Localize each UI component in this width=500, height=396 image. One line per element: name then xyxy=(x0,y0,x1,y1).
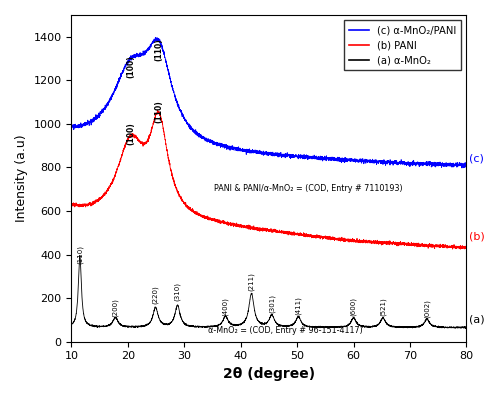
X-axis label: 2θ (degree): 2θ (degree) xyxy=(223,367,315,381)
Text: (411): (411) xyxy=(295,296,302,315)
Text: (a): (a) xyxy=(470,315,485,325)
Text: (211): (211) xyxy=(248,272,254,291)
Text: (310): (310) xyxy=(174,282,181,301)
Text: (b): (b) xyxy=(470,231,485,241)
Text: (002): (002) xyxy=(424,299,430,318)
Text: (110): (110) xyxy=(154,38,164,61)
Text: (110): (110) xyxy=(76,246,83,265)
Text: (200): (200) xyxy=(112,298,118,317)
Text: (400): (400) xyxy=(222,297,228,316)
Text: (600): (600) xyxy=(350,297,357,316)
Text: (220): (220) xyxy=(152,285,158,304)
Text: PANI & PANI/α-MnO₂ = (COD, Entry # 7110193): PANI & PANI/α-MnO₂ = (COD, Entry # 71101… xyxy=(214,185,403,193)
Text: α-MnO₂ = (COD, Entry # 96-151-4117): α-MnO₂ = (COD, Entry # 96-151-4117) xyxy=(208,326,363,335)
Text: (110): (110) xyxy=(154,100,164,123)
Text: (c): (c) xyxy=(470,154,484,164)
Text: (301): (301) xyxy=(268,294,275,313)
Text: (521): (521) xyxy=(380,297,386,316)
Y-axis label: Intensity (a.u): Intensity (a.u) xyxy=(15,135,28,222)
Legend: (c) α-MnO₂/PANI, (b) PANI, (a) α-MnO₂: (c) α-MnO₂/PANI, (b) PANI, (a) α-MnO₂ xyxy=(344,20,462,70)
Text: (100): (100) xyxy=(126,55,135,78)
Text: (100): (100) xyxy=(126,122,135,145)
